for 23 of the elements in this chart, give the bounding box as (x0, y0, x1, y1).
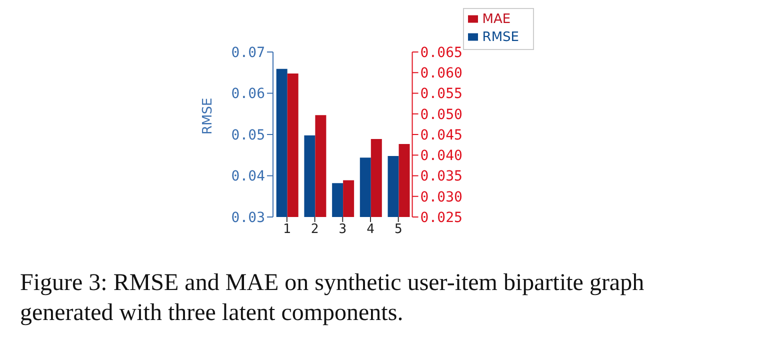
y2-tick-label: 0.035 (420, 168, 462, 185)
legend-label: RMSE (482, 30, 519, 45)
caption: Figure 3: RMSE and MAE on synthetic user-item bipartite graph generated with three latent components. (20, 269, 646, 328)
y-tick-label: 0.03 (231, 210, 265, 226)
legend-label: MAE (482, 12, 511, 27)
x-tick-label: 5 (394, 222, 402, 238)
y2-tick-label: 0.045 (420, 127, 462, 144)
x-tick-label: 4 (366, 222, 375, 238)
y2-tick-label: 0.055 (420, 86, 462, 102)
y-tick-label: 0.05 (231, 127, 265, 144)
y-axis-title: RMSE (200, 98, 216, 134)
y2-tick-label: 0.050 (420, 106, 462, 123)
y-tick-label: 0.06 (231, 86, 265, 102)
y-tick-label: 0.07 (231, 44, 265, 61)
y-tick-label: 0.04 (231, 168, 265, 185)
y2-tick-label: 0.030 (420, 189, 462, 206)
x-tick-label: 2 (310, 222, 319, 238)
y2-tick-label: 0.060 (420, 66, 462, 82)
y2-tick-label: 0.065 (420, 44, 462, 61)
y2-tick-label: 0.040 (420, 148, 462, 164)
y2-tick-label: 0.025 (420, 210, 462, 226)
x-tick-label: 3 (338, 222, 347, 238)
x-tick-label: 1 (283, 222, 291, 238)
